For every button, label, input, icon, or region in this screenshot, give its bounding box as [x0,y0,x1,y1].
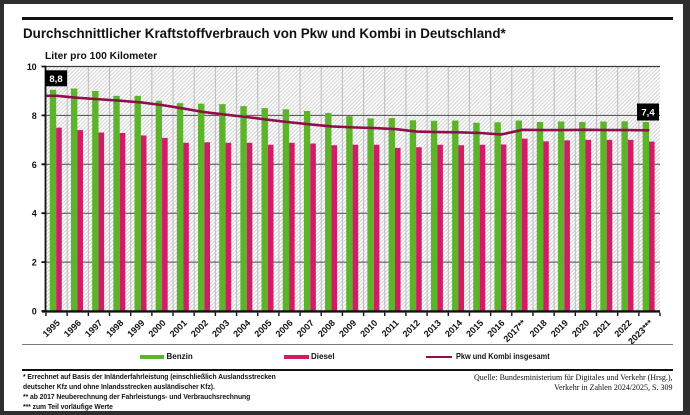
svg-text:10: 10 [27,62,37,72]
svg-text:1998: 1998 [104,318,125,339]
svg-text:2000: 2000 [147,318,168,339]
svg-text:2017**: 2017** [502,317,529,344]
svg-text:0: 0 [32,307,37,317]
svg-text:2005: 2005 [252,318,273,339]
svg-text:2003: 2003 [210,318,231,339]
svg-text:1996: 1996 [62,318,83,339]
svg-text:2019: 2019 [549,318,570,339]
svg-text:8: 8 [32,111,37,121]
svg-text:2013: 2013 [422,318,443,339]
svg-text:2002: 2002 [189,318,210,339]
svg-text:2004: 2004 [231,318,252,339]
svg-text:2010: 2010 [358,318,379,339]
svg-text:1995: 1995 [41,318,62,339]
svg-text:1997: 1997 [83,318,104,339]
svg-text:2006: 2006 [274,318,295,339]
svg-text:2001: 2001 [168,318,189,339]
svg-text:2: 2 [32,258,37,268]
svg-text:6: 6 [32,160,37,170]
svg-text:8,8: 8,8 [49,74,62,85]
svg-text:2021: 2021 [591,318,612,339]
svg-text:2007: 2007 [295,318,316,339]
svg-text:7,4: 7,4 [641,108,655,119]
svg-text:2014: 2014 [443,318,464,339]
svg-text:2008: 2008 [316,318,337,339]
svg-text:2018: 2018 [528,318,549,339]
svg-text:2015: 2015 [464,318,485,339]
svg-text:2009: 2009 [337,318,358,339]
svg-text:4: 4 [32,209,37,219]
svg-text:2020: 2020 [570,318,591,339]
svg-text:1999: 1999 [125,318,146,339]
svg-text:2012: 2012 [401,318,422,339]
svg-text:2011: 2011 [380,318,401,339]
